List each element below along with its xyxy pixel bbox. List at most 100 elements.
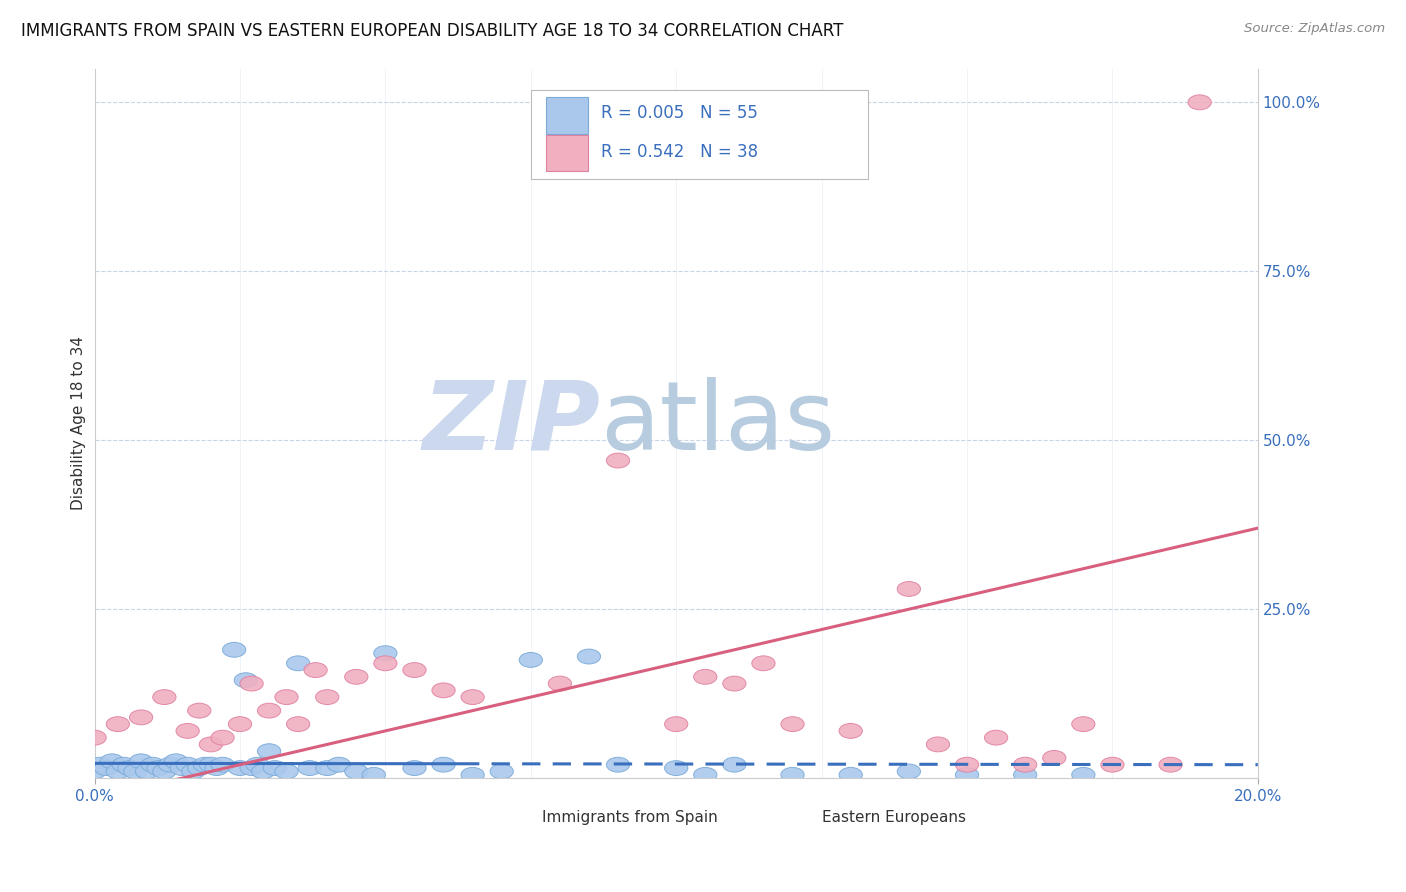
Y-axis label: Disability Age 18 to 34: Disability Age 18 to 34	[72, 336, 86, 510]
Ellipse shape	[263, 761, 287, 775]
Ellipse shape	[165, 754, 187, 769]
Ellipse shape	[257, 703, 281, 718]
Ellipse shape	[723, 757, 747, 772]
Ellipse shape	[181, 764, 205, 779]
Ellipse shape	[100, 754, 124, 769]
Ellipse shape	[159, 757, 181, 772]
Ellipse shape	[491, 764, 513, 779]
Ellipse shape	[897, 764, 921, 779]
Ellipse shape	[1014, 757, 1036, 772]
Ellipse shape	[240, 761, 263, 775]
Ellipse shape	[344, 669, 368, 684]
Ellipse shape	[780, 716, 804, 731]
Ellipse shape	[519, 652, 543, 667]
Ellipse shape	[432, 757, 456, 772]
Text: R = 0.005   N = 55: R = 0.005 N = 55	[600, 104, 758, 122]
Ellipse shape	[94, 761, 118, 775]
Text: Immigrants from Spain: Immigrants from Spain	[543, 810, 718, 825]
Ellipse shape	[83, 764, 107, 779]
Ellipse shape	[1159, 757, 1182, 772]
Ellipse shape	[298, 761, 322, 775]
Ellipse shape	[89, 757, 112, 772]
Ellipse shape	[257, 744, 281, 758]
Text: Source: ZipAtlas.com: Source: ZipAtlas.com	[1244, 22, 1385, 36]
Ellipse shape	[153, 690, 176, 705]
Text: Eastern Europeans: Eastern Europeans	[821, 810, 966, 825]
Ellipse shape	[839, 767, 862, 782]
Ellipse shape	[897, 582, 921, 597]
Ellipse shape	[578, 649, 600, 664]
Ellipse shape	[1071, 767, 1095, 782]
Ellipse shape	[956, 757, 979, 772]
Ellipse shape	[112, 757, 135, 772]
Ellipse shape	[328, 757, 350, 772]
Ellipse shape	[606, 757, 630, 772]
Ellipse shape	[1188, 95, 1212, 110]
Ellipse shape	[548, 676, 571, 691]
Ellipse shape	[252, 764, 276, 779]
Ellipse shape	[170, 761, 194, 775]
Ellipse shape	[432, 683, 456, 698]
Ellipse shape	[176, 723, 200, 739]
Ellipse shape	[200, 757, 222, 772]
Ellipse shape	[665, 761, 688, 775]
Ellipse shape	[240, 676, 263, 691]
Text: atlas: atlas	[600, 376, 835, 470]
Ellipse shape	[344, 764, 368, 779]
Ellipse shape	[665, 716, 688, 731]
Ellipse shape	[176, 757, 200, 772]
FancyBboxPatch shape	[499, 803, 536, 833]
Ellipse shape	[146, 761, 170, 775]
Ellipse shape	[780, 767, 804, 782]
Ellipse shape	[187, 703, 211, 718]
Ellipse shape	[287, 716, 309, 731]
Ellipse shape	[194, 757, 217, 772]
Ellipse shape	[304, 663, 328, 678]
Ellipse shape	[404, 761, 426, 775]
Ellipse shape	[984, 731, 1008, 745]
Ellipse shape	[287, 656, 309, 671]
Ellipse shape	[839, 723, 862, 739]
Ellipse shape	[83, 731, 107, 745]
Ellipse shape	[124, 764, 146, 779]
Ellipse shape	[1071, 716, 1095, 731]
Ellipse shape	[118, 761, 141, 775]
Ellipse shape	[141, 757, 165, 772]
Text: R = 0.542   N = 38: R = 0.542 N = 38	[600, 143, 758, 161]
FancyBboxPatch shape	[546, 135, 588, 171]
Ellipse shape	[211, 757, 235, 772]
FancyBboxPatch shape	[546, 97, 588, 134]
Ellipse shape	[235, 673, 257, 688]
Ellipse shape	[461, 767, 484, 782]
Ellipse shape	[927, 737, 949, 752]
Ellipse shape	[693, 669, 717, 684]
Ellipse shape	[363, 767, 385, 782]
Ellipse shape	[107, 716, 129, 731]
FancyBboxPatch shape	[779, 803, 814, 833]
Ellipse shape	[404, 663, 426, 678]
Ellipse shape	[222, 642, 246, 657]
Ellipse shape	[200, 737, 222, 752]
Ellipse shape	[153, 764, 176, 779]
Ellipse shape	[461, 690, 484, 705]
Ellipse shape	[723, 676, 747, 691]
Text: IMMIGRANTS FROM SPAIN VS EASTERN EUROPEAN DISABILITY AGE 18 TO 34 CORRELATION CH: IMMIGRANTS FROM SPAIN VS EASTERN EUROPEA…	[21, 22, 844, 40]
Ellipse shape	[135, 764, 159, 779]
Ellipse shape	[1043, 750, 1066, 765]
Ellipse shape	[606, 453, 630, 468]
Ellipse shape	[374, 646, 396, 661]
Ellipse shape	[129, 710, 153, 725]
Ellipse shape	[752, 656, 775, 671]
Ellipse shape	[107, 764, 129, 779]
Ellipse shape	[276, 764, 298, 779]
Ellipse shape	[315, 761, 339, 775]
Ellipse shape	[228, 761, 252, 775]
FancyBboxPatch shape	[531, 90, 868, 178]
Ellipse shape	[1101, 757, 1123, 772]
Ellipse shape	[187, 761, 211, 775]
Ellipse shape	[129, 754, 153, 769]
Ellipse shape	[315, 690, 339, 705]
Ellipse shape	[956, 767, 979, 782]
Ellipse shape	[693, 767, 717, 782]
Ellipse shape	[276, 690, 298, 705]
